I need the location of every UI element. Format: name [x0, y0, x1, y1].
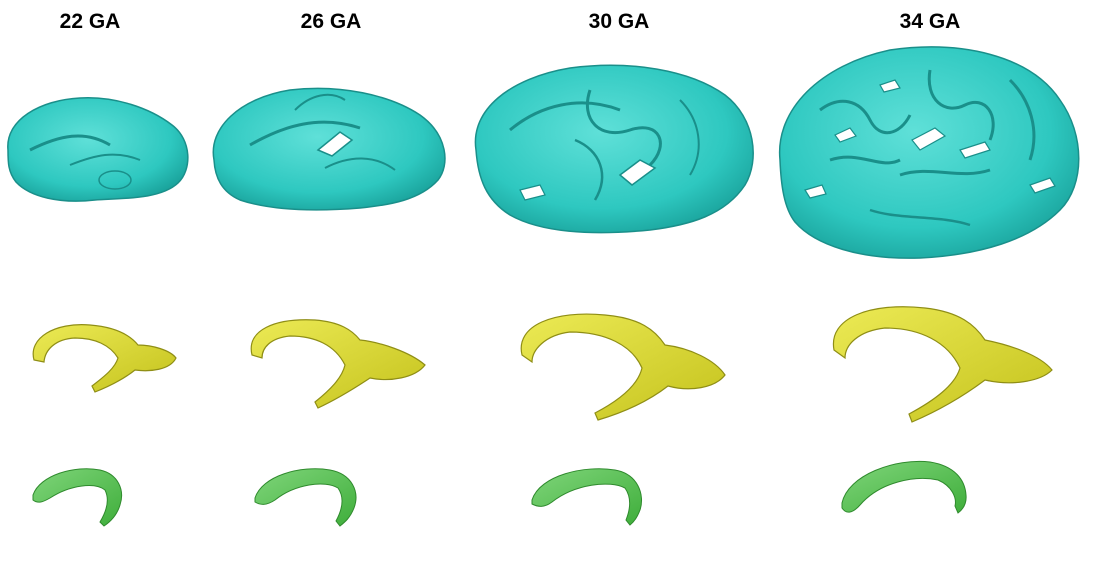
cortex-34ga	[778, 46, 1080, 259]
column-label-34ga: 34 GA	[899, 10, 961, 33]
green-structure-22ga	[32, 468, 123, 527]
column-label-22ga: 22 GA	[59, 10, 121, 33]
green-structure-26ga	[254, 468, 357, 527]
cortex-26ga	[212, 87, 446, 211]
cortex-22ga	[7, 97, 189, 202]
ventricle-22ga	[32, 324, 177, 393]
green-structure-34ga	[841, 460, 967, 514]
cortex-30ga	[474, 64, 754, 234]
ventricle-34ga	[832, 306, 1053, 423]
column-label-26ga: 26 GA	[300, 10, 362, 33]
green-structure-30ga	[531, 468, 642, 526]
ventricle-30ga	[520, 313, 726, 421]
ventricle-26ga	[250, 319, 426, 409]
column-label-30ga: 30 GA	[588, 10, 650, 33]
